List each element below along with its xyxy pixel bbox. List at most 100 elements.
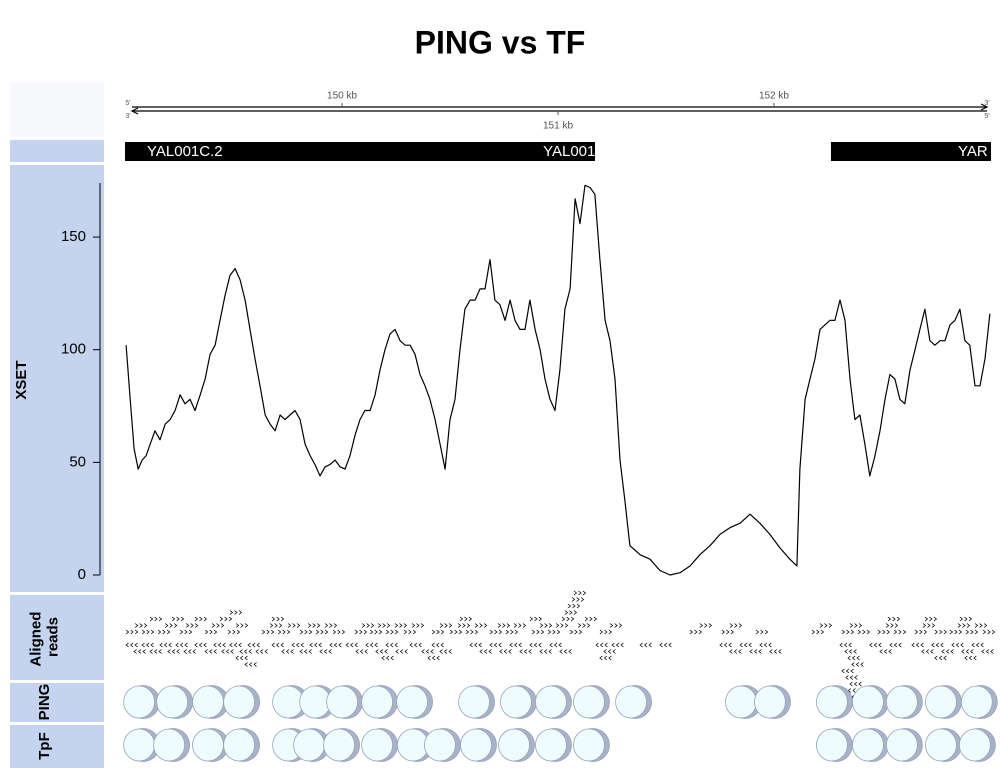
- read: [931, 642, 944, 648]
- read: [287, 623, 301, 628]
- read: [213, 642, 226, 648]
- read: [385, 629, 399, 635]
- read: [469, 642, 482, 648]
- nucleosome-body: [326, 685, 359, 719]
- read: [183, 649, 196, 654]
- read: [381, 655, 394, 661]
- nucleosome-body: [223, 685, 256, 719]
- reads-panel: [10, 595, 104, 680]
- read: [555, 623, 569, 628]
- nucleosome: [498, 728, 535, 762]
- read: [271, 616, 285, 622]
- nucleosome-body: [156, 685, 189, 719]
- read: [369, 629, 383, 635]
- nucleosome: [361, 685, 399, 719]
- nucleosome-body: [885, 685, 918, 719]
- read: [513, 623, 527, 628]
- track-label: PING: [36, 684, 53, 721]
- read: [291, 642, 304, 648]
- nucleosome-body: [397, 728, 429, 762]
- read: [299, 649, 312, 654]
- nucleosome-body: [192, 685, 224, 719]
- nucleosome: [458, 685, 495, 719]
- read: [571, 597, 585, 602]
- nucleosome: [424, 728, 461, 762]
- read: [729, 623, 743, 628]
- read: [911, 642, 924, 648]
- label-line: reads: [44, 617, 61, 657]
- read: [857, 629, 871, 635]
- read: [922, 623, 936, 628]
- read: [539, 649, 552, 654]
- read: [141, 642, 154, 648]
- read: [547, 629, 561, 635]
- read: [449, 629, 463, 635]
- read: [841, 629, 855, 635]
- read: [375, 649, 388, 654]
- nucleosome: [500, 685, 537, 719]
- read: [239, 649, 252, 654]
- read: [227, 629, 241, 635]
- strand-label: 5': [984, 113, 989, 120]
- read: [569, 629, 583, 635]
- read: [329, 642, 342, 648]
- nucleosome-body: [460, 728, 492, 762]
- nucleosome: [299, 685, 337, 719]
- nucleosome-body: [323, 728, 355, 762]
- read: [924, 616, 938, 622]
- gene-label: YAR: [958, 143, 988, 160]
- read: [699, 623, 713, 628]
- read: [851, 662, 864, 667]
- nucleosome: [397, 728, 434, 762]
- read: [887, 616, 901, 622]
- nucleosome: [192, 728, 229, 762]
- signal-line: [125, 184, 991, 576]
- read: [539, 623, 553, 628]
- read: [941, 649, 954, 654]
- read: [497, 623, 511, 628]
- read: [519, 649, 532, 654]
- read: [365, 642, 378, 648]
- read: [125, 629, 139, 635]
- read: [889, 642, 902, 648]
- read: [204, 629, 218, 635]
- read: [185, 623, 199, 628]
- read: [269, 623, 283, 628]
- nucleosome-body: [885, 728, 918, 762]
- nucleosome: [153, 728, 191, 762]
- read: [749, 649, 762, 654]
- read: [599, 655, 612, 661]
- read: [319, 649, 332, 654]
- nucleosome: [958, 728, 996, 762]
- read: [877, 629, 890, 635]
- read: [281, 649, 294, 654]
- read: [427, 655, 440, 661]
- read: [361, 623, 375, 628]
- read: [841, 668, 854, 674]
- read: [729, 649, 742, 654]
- nucleosome: [156, 685, 194, 719]
- nucleosome-body: [123, 685, 156, 719]
- read: [549, 642, 562, 648]
- read: [411, 623, 425, 628]
- read: [721, 629, 735, 635]
- read: [431, 629, 445, 635]
- nucleosome-body: [535, 685, 567, 719]
- read: [839, 642, 852, 648]
- read: [324, 623, 338, 628]
- track-label: XSET: [13, 360, 30, 399]
- read: [271, 642, 284, 648]
- read: [755, 629, 769, 635]
- nucleosome-body: [615, 685, 647, 719]
- nucleosome: [123, 685, 161, 719]
- read: [309, 642, 322, 648]
- read: [959, 616, 973, 622]
- read: [847, 655, 860, 661]
- read: [229, 610, 243, 615]
- nucleosome: [223, 728, 261, 762]
- read: [219, 616, 233, 622]
- nucleosome: [885, 685, 923, 719]
- nucleosome-body: [725, 685, 757, 719]
- nucleosome-body: [852, 728, 884, 762]
